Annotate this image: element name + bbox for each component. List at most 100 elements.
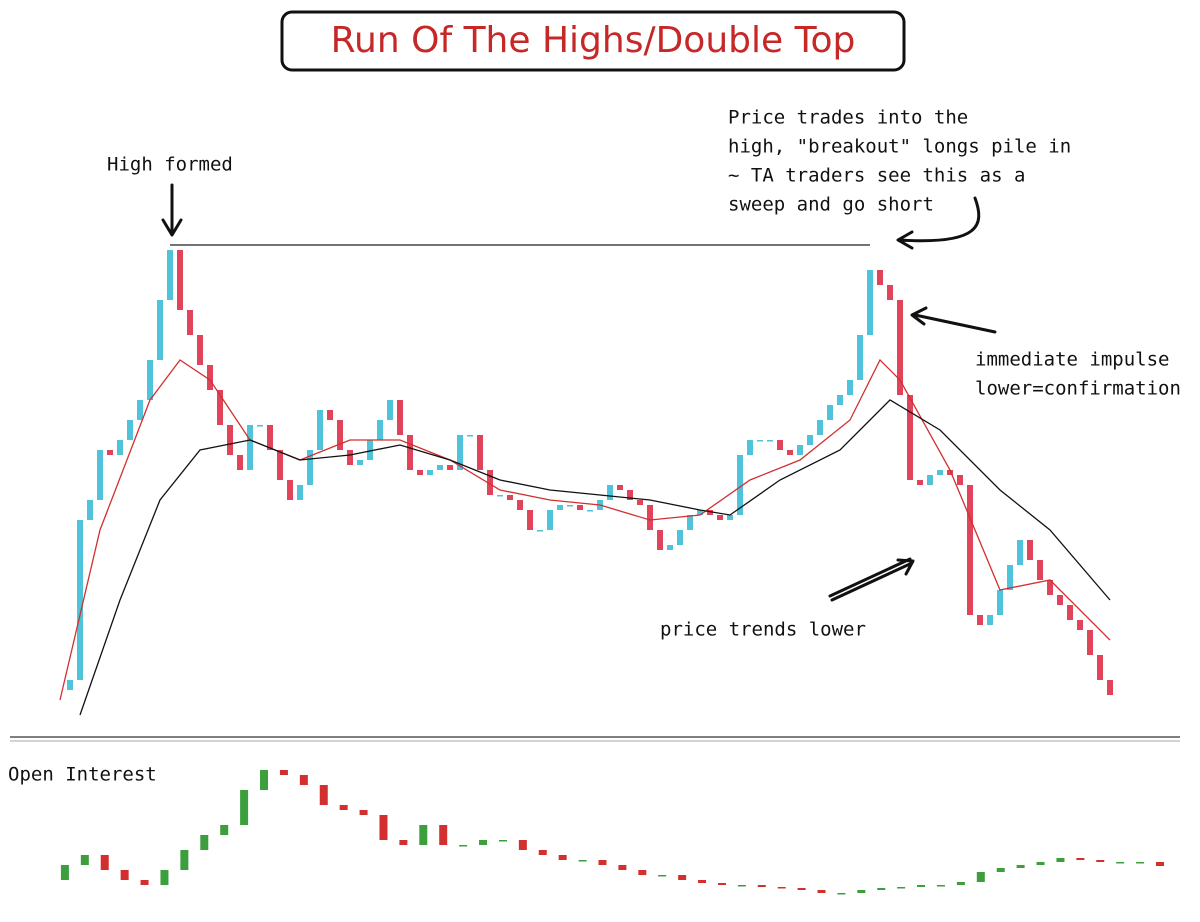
candle [479, 840, 488, 845]
candle [817, 890, 826, 893]
candle [1116, 862, 1125, 864]
candle [877, 270, 883, 285]
candle [707, 510, 713, 515]
candle [1087, 630, 1093, 655]
candle [367, 440, 373, 460]
candle [1077, 620, 1083, 630]
candle [857, 890, 866, 893]
candle [187, 310, 193, 335]
candle [936, 885, 945, 887]
candle [678, 875, 687, 880]
candle [120, 870, 129, 880]
candle [457, 435, 463, 470]
candle [1016, 865, 1025, 868]
candle [240, 790, 249, 825]
candle [80, 855, 89, 865]
candle [558, 855, 567, 860]
candle [227, 425, 233, 455]
candle [598, 860, 607, 865]
candle [517, 500, 523, 510]
candle [220, 825, 229, 835]
candle [217, 390, 223, 425]
candle [307, 450, 313, 485]
candle [1156, 862, 1164, 866]
candle [947, 470, 953, 475]
panel-title: Open Interest [8, 764, 157, 786]
annotation: sweep and go short [728, 194, 934, 216]
annotation: immediate impulse [975, 349, 1169, 371]
candle [658, 875, 667, 877]
candle [657, 530, 663, 550]
candle [1056, 858, 1065, 862]
candle [927, 475, 933, 485]
candle [180, 850, 189, 870]
moving-average [79, 399, 1111, 716]
candle [97, 450, 103, 500]
candle [327, 410, 333, 420]
candle [67, 680, 73, 690]
candle [437, 465, 443, 470]
candle [439, 825, 448, 845]
title-box [280, 10, 906, 72]
candle [359, 810, 368, 815]
candle [387, 400, 393, 420]
candle [837, 893, 846, 895]
candle [137, 400, 143, 420]
candle [197, 335, 203, 365]
candle [647, 505, 653, 530]
candle [807, 435, 813, 445]
candle [347, 450, 353, 465]
candle [419, 825, 428, 845]
candle [498, 840, 507, 842]
annotation: High formed [107, 154, 233, 176]
candle [237, 455, 243, 470]
candle [987, 615, 993, 625]
candle [379, 815, 388, 840]
candle [397, 400, 403, 435]
candle [577, 505, 583, 510]
candle [917, 885, 926, 887]
candle [100, 855, 109, 870]
candle [827, 405, 833, 420]
candle [737, 455, 743, 515]
candle [247, 425, 253, 470]
candle [687, 515, 693, 530]
candle [167, 250, 173, 300]
candle [667, 545, 673, 550]
candle [1036, 862, 1045, 865]
candle [637, 500, 643, 505]
candle [1017, 540, 1023, 565]
annotation: ~ TA traders see this as a [728, 165, 1025, 187]
candle [127, 420, 133, 440]
annotation: lower=confirmation [975, 378, 1181, 400]
candle [267, 425, 273, 450]
candle [518, 840, 527, 850]
candle [117, 440, 123, 455]
candle [797, 888, 806, 890]
candle [567, 505, 573, 507]
candle [507, 495, 513, 500]
candle [677, 530, 683, 545]
candle [1047, 580, 1053, 595]
annotation: Price trades into the [728, 107, 968, 129]
candle [477, 435, 483, 470]
arrow [910, 306, 997, 334]
candle [976, 872, 985, 882]
candle [757, 440, 763, 442]
candle [467, 435, 473, 437]
candle [697, 510, 703, 515]
candle [497, 495, 503, 497]
candle [200, 835, 209, 850]
candle [957, 475, 963, 485]
candle [717, 515, 723, 520]
candle [337, 420, 343, 450]
candle [767, 440, 773, 442]
candle [537, 530, 543, 532]
candle [867, 270, 873, 335]
candle [1107, 680, 1113, 695]
candle [1076, 858, 1085, 860]
candle [319, 785, 328, 805]
candle [996, 868, 1005, 872]
candle [897, 887, 906, 889]
